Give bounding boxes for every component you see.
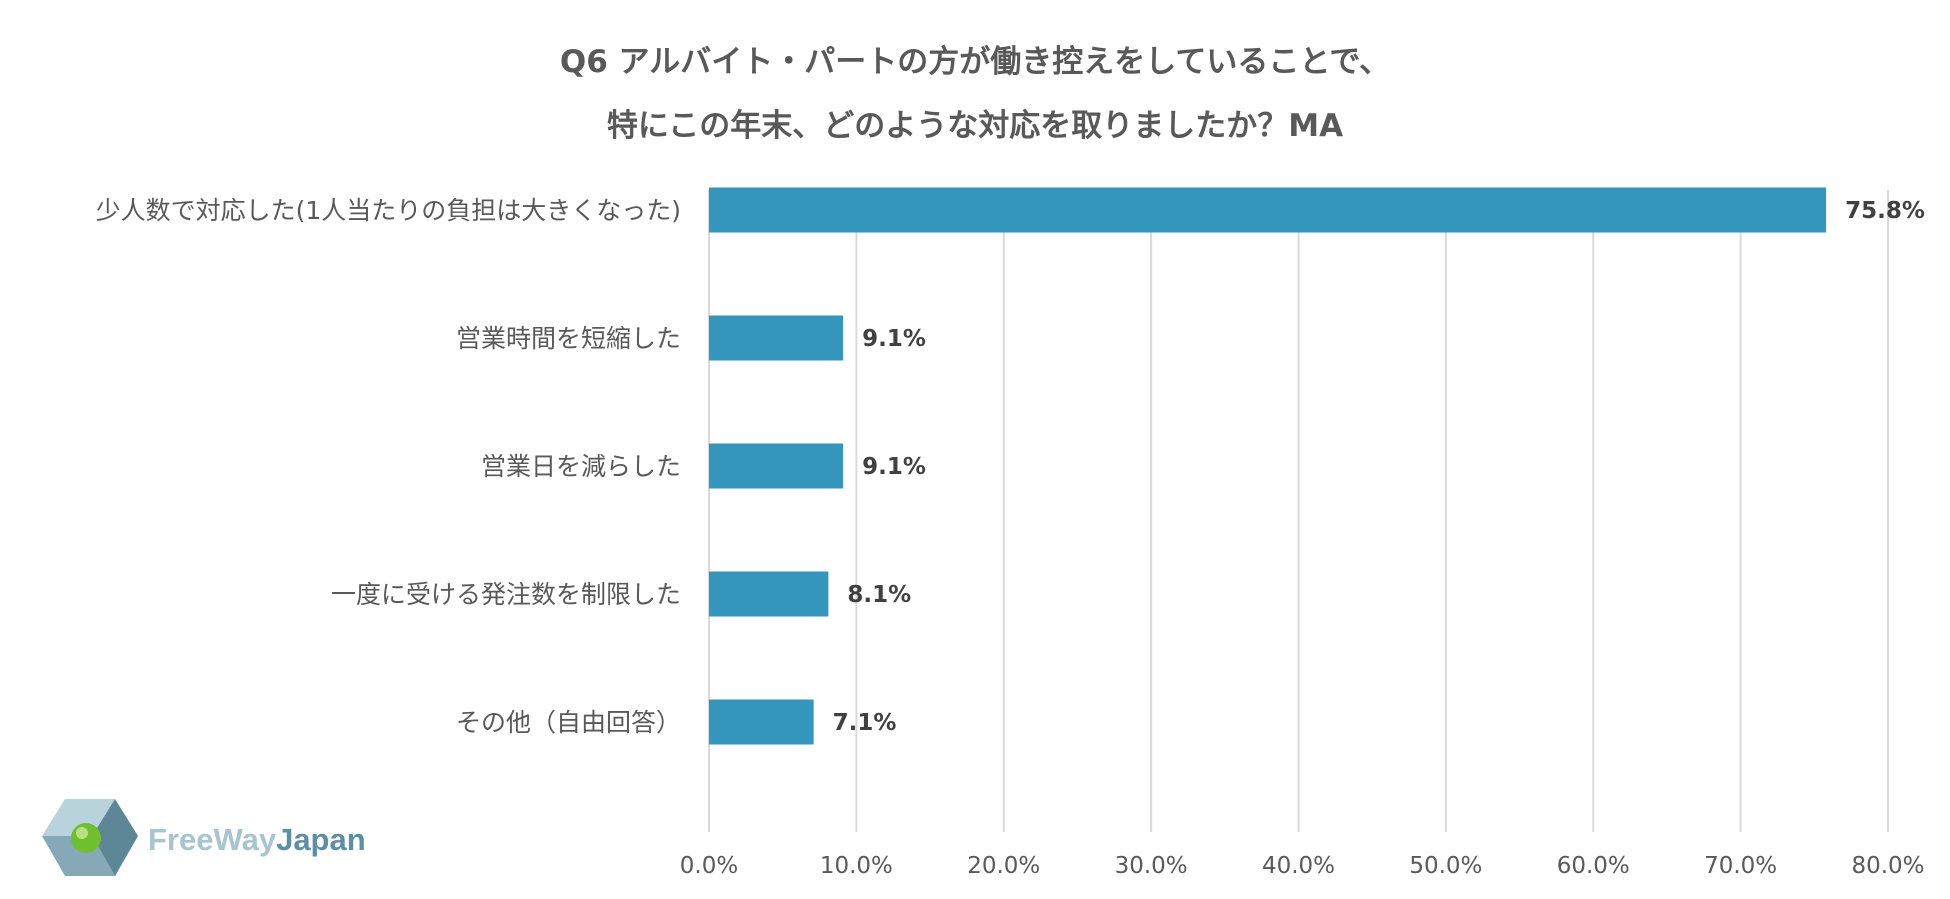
bar bbox=[709, 315, 844, 361]
data-label: 8.1% bbox=[847, 582, 911, 608]
bar bbox=[709, 187, 1827, 233]
x-tick-label: 40.0% bbox=[1262, 853, 1335, 879]
freewayjapan-logo: FreeWayJapan bbox=[40, 796, 380, 882]
chart-title-line-1: Q6 アルバイト・パートの方が働き控えをしていることで、 bbox=[559, 44, 1391, 80]
data-labels: 75.8% 9.1% 9.1% 8.1% 7.1% bbox=[833, 198, 1925, 736]
data-label: 9.1% bbox=[862, 326, 926, 352]
x-tick-label: 20.0% bbox=[967, 853, 1040, 879]
category-label: 営業時間を短縮した bbox=[456, 324, 681, 353]
bar bbox=[709, 699, 814, 745]
data-label: 75.8% bbox=[1845, 198, 1925, 224]
x-tick-label: 60.0% bbox=[1557, 853, 1630, 879]
x-tick-label: 70.0% bbox=[1704, 853, 1777, 879]
x-tick-label: 80.0% bbox=[1851, 853, 1924, 879]
chart-title: Q6 アルバイト・パートの方が働き控えをしていることで、 特にこの年末、どのよう… bbox=[0, 30, 1950, 158]
bars bbox=[709, 187, 1827, 745]
bar bbox=[709, 443, 844, 489]
x-tick-label: 0.0% bbox=[680, 853, 738, 879]
data-label: 9.1% bbox=[862, 454, 926, 480]
chart-title-line-2: 特にこの年末、どのような対応を取りましたか？MA bbox=[606, 108, 1344, 144]
logo-text: FreeWayJapan bbox=[148, 822, 366, 858]
x-tick-label: 50.0% bbox=[1409, 853, 1482, 879]
category-label: その他（自由回答） bbox=[456, 708, 681, 737]
category-label: 一度に受ける発注数を制限した bbox=[331, 580, 681, 609]
logo-mark-icon bbox=[42, 799, 138, 876]
category-label: 営業日を減らした bbox=[481, 452, 681, 481]
logo-text-japan: Japan bbox=[276, 822, 366, 857]
data-label: 7.1% bbox=[833, 710, 897, 736]
grid-lines bbox=[708, 190, 1889, 832]
x-tick-label: 30.0% bbox=[1115, 853, 1188, 879]
category-labels: 少人数で対応した(1人当たりの負担は大きくなった) 営業時間を短縮した営業日を減ら… bbox=[96, 196, 681, 737]
x-tick-label: 10.0% bbox=[820, 853, 893, 879]
logo-text-freeway: FreeWay bbox=[148, 822, 277, 857]
x-axis-tick-labels: 0.0% 10.0% 20.0% 30.0% 40.0% 50.0% 60.0% 70.0% 8… bbox=[680, 853, 1925, 879]
bar bbox=[709, 571, 829, 617]
category-label: 少人数で対応した(1人当たりの負担は大きくなった) bbox=[96, 196, 681, 225]
